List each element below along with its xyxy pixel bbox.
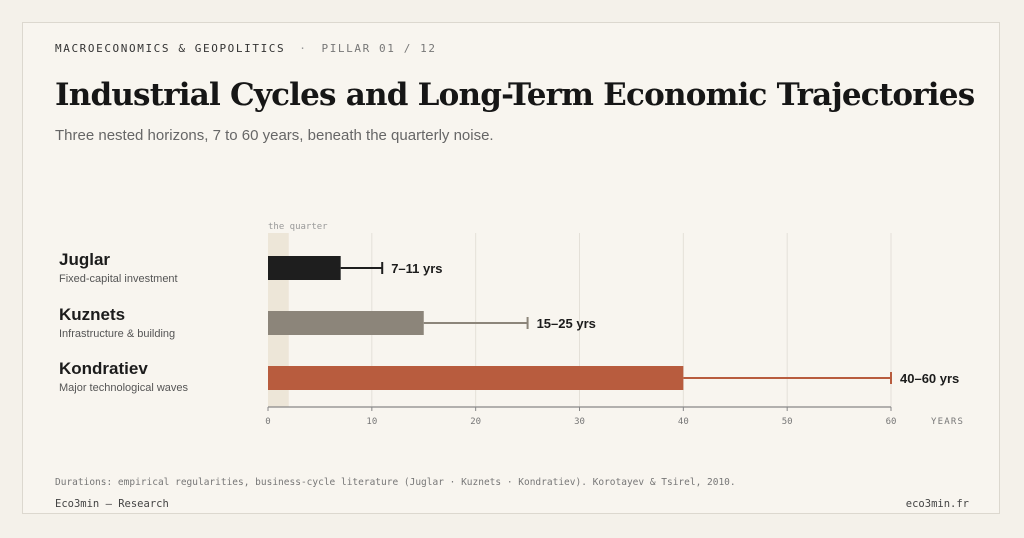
quarter-band-label: the quarter — [268, 222, 328, 232]
x-axis-label: YEARS — [931, 417, 964, 427]
bar-chart: the quarter 0 10 20 30 40 50 60 YEARS 7–11 yrs 15–… — [265, 222, 964, 427]
x-tick-label: 50 — [782, 417, 793, 427]
series-description: Infrastructure & building — [59, 328, 176, 340]
source-note: Durations: empirical regularities, busin… — [55, 477, 736, 488]
row-label-kondratiev: Kondratiev Major technological waves — [59, 359, 188, 394]
range-label-juglar: 7–11 yrs — [391, 261, 442, 276]
x-tick-label: 0 — [265, 417, 270, 427]
site-link[interactable]: eco3min.fr — [905, 498, 969, 510]
kicker: MACROECONOMICS & GEOPOLITICS · PILLAR 01 /… — [55, 42, 437, 55]
chart-card: MACROECONOMICS & GEOPOLITICS · PILLAR 01 /… — [22, 22, 1000, 514]
bar-kuznets — [268, 311, 424, 335]
x-tick-label: 20 — [470, 417, 481, 427]
series-name: Juglar — [59, 250, 111, 269]
bar-kondratiev — [268, 366, 684, 390]
kicker-pillar: PILLAR 01 / 12 — [321, 42, 437, 55]
range-label-kondratiev: 40–60 yrs — [900, 371, 959, 386]
page-title: Industrial Cycles and Long-Term Economic… — [55, 77, 975, 113]
series-name: Kondratiev — [59, 359, 148, 378]
brand-footer: Eco3min — Research — [55, 498, 169, 510]
bar-juglar — [268, 256, 341, 280]
kicker-separator: · — [299, 42, 308, 55]
row-label-juglar: Juglar Fixed-capital investment — [59, 250, 178, 285]
x-tick-label: 40 — [678, 417, 689, 427]
series-name: Kuznets — [59, 305, 126, 324]
x-tick-label: 60 — [886, 417, 897, 427]
row-label-kuznets: Kuznets Infrastructure & building — [59, 305, 175, 340]
page-subtitle: Three nested horizons, 7 to 60 years, be… — [55, 127, 494, 144]
x-tick-label: 30 — [574, 417, 585, 427]
series-description: Fixed-capital investment — [59, 273, 178, 285]
range-label-kuznets: 15–25 yrs — [537, 316, 596, 331]
series-description: Major technological waves — [59, 382, 189, 394]
x-tick-label: 10 — [366, 417, 377, 427]
kicker-section: MACROECONOMICS & GEOPOLITICS — [55, 42, 286, 55]
